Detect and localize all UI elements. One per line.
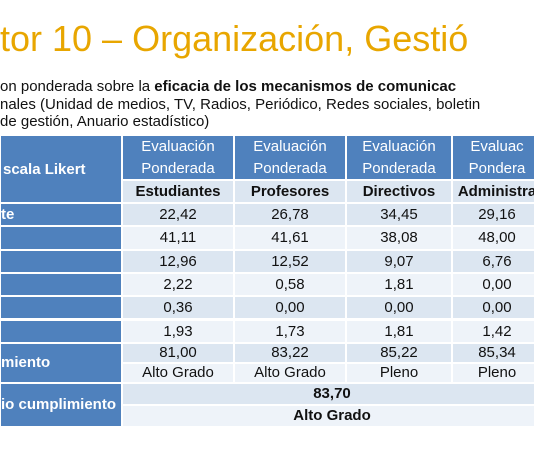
corner-cell: scala Likert: [0, 135, 122, 203]
value-cell: 0,00: [452, 296, 534, 320]
grade-cell: Pleno: [346, 362, 452, 383]
value-cell: 34,45: [346, 203, 452, 227]
value-cell: 38,08: [346, 226, 452, 250]
intro-line: nales (Unidad de medios, TV, Radios, Per…: [0, 95, 481, 113]
value-cell: 12,96: [122, 249, 234, 273]
value-cell: 48,00: [452, 226, 534, 250]
average-grade: Alto Grado: [122, 404, 534, 427]
intro-text: on ponderada sobre la eficacia de los me…: [0, 78, 480, 131]
value-cell: 0,00: [234, 296, 346, 320]
subheader-cell: Profesores: [234, 180, 346, 203]
value-cell: 0,58: [234, 272, 346, 297]
intro-text: on ponderada sobre la: [0, 78, 155, 95]
header-cell: Evaluación Ponderada: [346, 135, 452, 180]
row-label: miento: [0, 342, 122, 383]
row-label: io cumplimiento: [0, 382, 122, 427]
row-label: [0, 226, 122, 250]
slide-title: tor 10 – Organización, Gestió: [0, 18, 469, 59]
value-cell: 81,00: [122, 342, 234, 363]
value-cell: 1,81: [346, 272, 452, 297]
subheader-cell: Directivos: [346, 180, 452, 203]
value-cell: 1,73: [234, 319, 346, 343]
value-cell: 26,78: [234, 203, 346, 227]
value-cell: 41,61: [234, 226, 346, 250]
header-text: Ponderada: [141, 159, 215, 177]
grade-cell: Alto Grado: [122, 362, 234, 383]
value-cell: 29,16: [452, 203, 534, 227]
subheader-cell: Estudiantes: [122, 180, 234, 203]
value-cell: 1,81: [346, 319, 452, 343]
value-cell: 85,34: [452, 342, 534, 363]
header-text: Evaluac: [470, 137, 524, 155]
grade-cell: Pleno: [452, 362, 534, 383]
row-label: [0, 296, 122, 320]
header-text: Evaluación: [253, 137, 327, 155]
grade-cell: Alto Grado: [234, 362, 346, 383]
value-cell: 2,22: [122, 272, 234, 297]
row-label: te: [0, 203, 122, 227]
value-cell: 9,07: [346, 249, 452, 273]
header-text: Evaluación: [362, 137, 436, 155]
value-cell: 22,42: [122, 203, 234, 227]
row-label: [0, 249, 122, 273]
value-cell: 1,93: [122, 319, 234, 343]
value-cell: 0,00: [346, 296, 452, 320]
header-cell: Evaluac Pondera: [452, 135, 534, 180]
subheader-cell: Administra: [452, 180, 534, 203]
value-cell: 85,22: [346, 342, 452, 363]
value-cell: 1,42: [452, 319, 534, 343]
value-cell: 12,52: [234, 249, 346, 273]
header-text: Ponderada: [253, 159, 327, 177]
value-cell: 0,36: [122, 296, 234, 320]
intro-line: on ponderada sobre la eficacia de los me…: [0, 78, 480, 96]
header-text: Evaluación: [141, 137, 215, 155]
row-label: [0, 272, 122, 297]
intro-line: de gestión, Anuario estadístico): [0, 113, 210, 130]
header-cell: Evaluación Ponderada: [234, 135, 346, 180]
value-cell: 41,11: [122, 226, 234, 250]
value-cell: 0,00: [452, 272, 534, 297]
average-value: 83,70: [122, 382, 534, 405]
row-label: [0, 319, 122, 343]
intro-bold: eficacia de los mecanismos de comunicac: [154, 78, 457, 95]
value-cell: 83,22: [234, 342, 346, 363]
header-text: Pondera: [468, 159, 526, 177]
header-cell: Evaluación Ponderada: [122, 135, 234, 180]
header-text: Ponderada: [362, 159, 436, 177]
value-cell: 6,76: [452, 249, 534, 273]
